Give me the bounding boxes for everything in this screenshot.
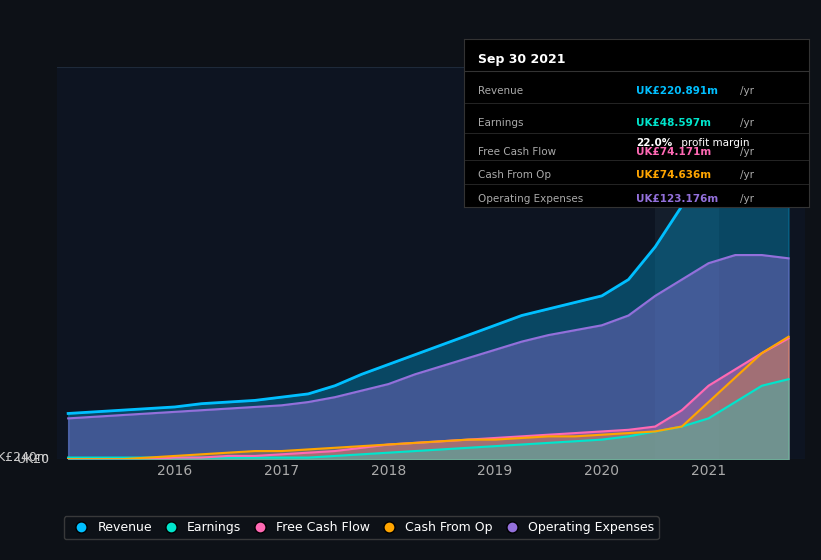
- Text: /yr: /yr: [740, 118, 754, 128]
- Text: Operating Expenses: Operating Expenses: [478, 194, 583, 204]
- Text: UK£74.636m: UK£74.636m: [636, 170, 712, 180]
- Text: UK£123.176m: UK£123.176m: [636, 194, 718, 204]
- Text: Cash From Op: Cash From Op: [478, 170, 551, 180]
- Legend: Revenue, Earnings, Free Cash Flow, Cash From Op, Operating Expenses: Revenue, Earnings, Free Cash Flow, Cash …: [64, 516, 659, 539]
- Text: Revenue: Revenue: [478, 86, 523, 96]
- Text: UK£74.171m: UK£74.171m: [636, 147, 712, 157]
- Text: Free Cash Flow: Free Cash Flow: [478, 147, 556, 157]
- Text: UK£220.891m: UK£220.891m: [636, 86, 718, 96]
- Text: UK£240m: UK£240m: [0, 451, 50, 464]
- Text: profit margin: profit margin: [677, 138, 749, 148]
- Bar: [655, 67, 719, 459]
- Text: 22.0%: 22.0%: [636, 138, 672, 148]
- Text: Sep 30 2021: Sep 30 2021: [478, 53, 565, 66]
- Text: UK£0: UK£0: [17, 452, 50, 466]
- Text: /yr: /yr: [740, 170, 754, 180]
- Text: /yr: /yr: [740, 86, 754, 96]
- Text: UK£48.597m: UK£48.597m: [636, 118, 711, 128]
- Text: Earnings: Earnings: [478, 118, 523, 128]
- Text: /yr: /yr: [740, 194, 754, 204]
- Text: /yr: /yr: [740, 147, 754, 157]
